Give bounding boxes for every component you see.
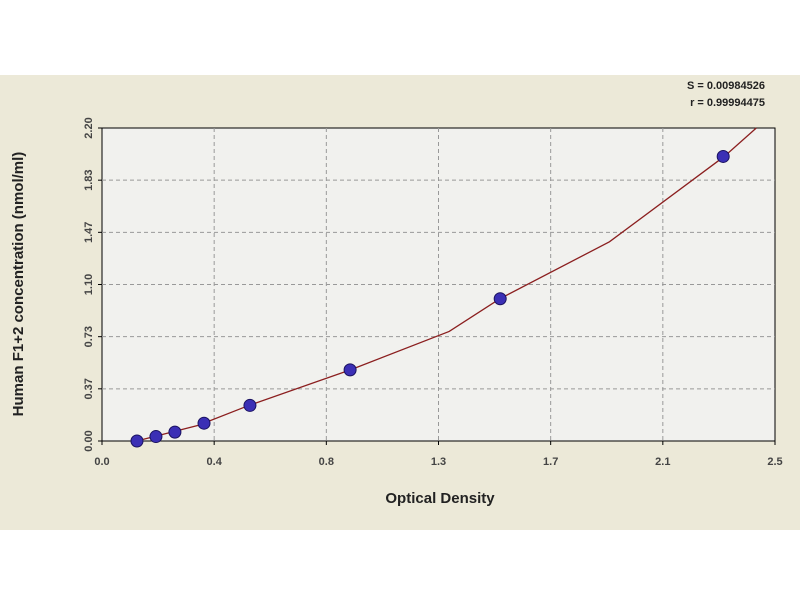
x-tick-label: 2.5 (767, 456, 782, 468)
data-point (343, 363, 357, 377)
x-tick-label: 1.3 (431, 456, 446, 468)
annotation: r = 0.99994475 (690, 97, 765, 109)
x-tick-label: 0.8 (319, 456, 334, 468)
y-axis-title: Human F1+2 concentration (nmol/ml) (10, 152, 27, 417)
data-point (197, 416, 211, 430)
y-tick-label: 0.00 (83, 430, 95, 451)
data-point (243, 398, 257, 412)
data-point (130, 434, 144, 448)
fit-curve (136, 127, 757, 442)
y-tick-label: 1.10 (83, 274, 95, 295)
y-tick-label: 2.20 (83, 117, 95, 138)
x-tick-label: 0.4 (207, 456, 223, 468)
y-tick-label: 1.83 (83, 169, 95, 190)
x-axis-title: Optical Density (385, 490, 495, 507)
data-point (149, 430, 163, 444)
y-tick-label: 0.37 (83, 378, 95, 399)
x-tick-label: 1.7 (543, 456, 558, 468)
data-point (716, 149, 730, 163)
x-tick-label: 0.0 (94, 456, 109, 468)
x-tick-label: 2.1 (655, 456, 670, 468)
y-tick-label: 0.73 (83, 326, 95, 347)
data-point (493, 292, 507, 306)
y-tick-label: 1.47 (83, 222, 95, 243)
data-point (168, 425, 182, 439)
annotation: S = 0.00984526 (687, 80, 765, 92)
